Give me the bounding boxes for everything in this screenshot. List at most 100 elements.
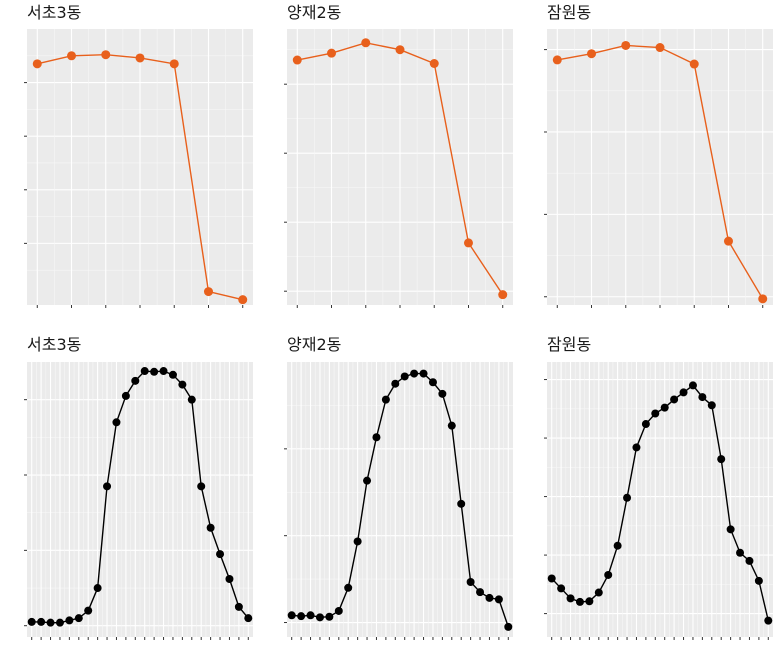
data-point (494, 595, 503, 604)
data-point (419, 369, 428, 378)
data-point (758, 294, 768, 304)
grid-lines (27, 29, 253, 305)
data-point (55, 618, 64, 627)
data-point (381, 395, 390, 404)
data-point (651, 409, 660, 418)
data-point (466, 578, 475, 586)
data-point (689, 59, 699, 69)
data-point (670, 395, 679, 404)
data-point (372, 433, 381, 442)
data-point (344, 583, 353, 592)
panel-title-bottom-right: 잠원동 (547, 335, 591, 354)
data-point (131, 376, 140, 385)
data-point (67, 51, 77, 61)
axis-ticks (284, 83, 504, 308)
data-point (717, 455, 726, 464)
panel-top-right: 잠원동 (544, 3, 773, 308)
data-point (37, 617, 46, 626)
panel-title-bottom-middle: 양재2동 (287, 335, 341, 354)
panel-top-middle: 양재2동 (284, 3, 513, 308)
data-point (585, 597, 594, 606)
data-point (159, 367, 168, 376)
data-point (485, 593, 494, 602)
data-point (604, 570, 613, 579)
data-point (698, 393, 707, 402)
data-point (244, 614, 253, 623)
data-point (112, 418, 121, 427)
data-point (575, 597, 584, 606)
grid-lines (27, 362, 253, 637)
panel-top-left: 서초3동 (24, 3, 253, 308)
data-point (400, 372, 409, 381)
data-point (297, 612, 306, 621)
data-point (621, 40, 631, 50)
grid-lines (287, 362, 513, 637)
data-point (547, 574, 556, 583)
data-point (187, 395, 196, 404)
data-point (150, 367, 159, 376)
data-point (726, 525, 735, 534)
data-point (334, 606, 343, 615)
data-point (463, 238, 473, 248)
data-point (206, 523, 215, 532)
data-point (641, 420, 650, 429)
data-point (707, 401, 716, 410)
data-point (178, 380, 187, 389)
data-point (764, 616, 773, 625)
data-point (504, 622, 513, 631)
axis-ticks (24, 399, 249, 640)
axis-ticks (24, 82, 244, 308)
data-point (363, 476, 372, 485)
data-point (754, 576, 763, 585)
data-point (410, 369, 419, 378)
data-point (391, 379, 400, 388)
data-point (457, 499, 466, 508)
data-point (353, 537, 362, 546)
data-point (327, 48, 337, 58)
panel-bottom-left: 서초3동 (24, 335, 253, 640)
data-point (103, 482, 112, 491)
data-point (46, 618, 55, 627)
data-point (438, 389, 447, 398)
data-point (197, 482, 206, 491)
data-point (736, 548, 745, 557)
axis-ticks (284, 448, 509, 640)
data-point (306, 611, 315, 620)
data-point (135, 53, 145, 63)
data-point (745, 556, 754, 565)
data-point (552, 55, 562, 65)
data-point (169, 59, 179, 69)
data-point (203, 287, 213, 297)
data-point (74, 614, 83, 623)
data-point (632, 443, 641, 452)
axis-ticks (544, 49, 764, 308)
data-point (325, 612, 334, 621)
data-point (287, 611, 296, 620)
data-point (216, 550, 225, 559)
data-point (429, 59, 439, 68)
data-point (121, 391, 130, 400)
data-point (84, 606, 93, 615)
data-point (101, 50, 111, 60)
panel-bottom-right: 잠원동 (544, 335, 773, 640)
data-point (566, 594, 575, 603)
data-point (65, 616, 74, 625)
data-point (498, 290, 508, 300)
data-point (660, 403, 669, 412)
panel-title-top-right: 잠원동 (547, 3, 591, 22)
axis-ticks (544, 379, 769, 640)
data-point (225, 574, 234, 583)
panel-title-top-left: 서초3동 (27, 3, 81, 22)
data-point (594, 588, 603, 597)
data-point (315, 613, 324, 622)
grid-lines (547, 362, 773, 637)
data-point (27, 617, 36, 626)
data-point (688, 381, 697, 390)
data-point (655, 43, 665, 53)
panel-bottom-middle: 양재2동 (284, 335, 513, 640)
panel-title-top-middle: 양재2동 (287, 3, 341, 22)
data-point (613, 541, 622, 550)
data-point (32, 59, 42, 69)
grid-lines (547, 29, 773, 305)
